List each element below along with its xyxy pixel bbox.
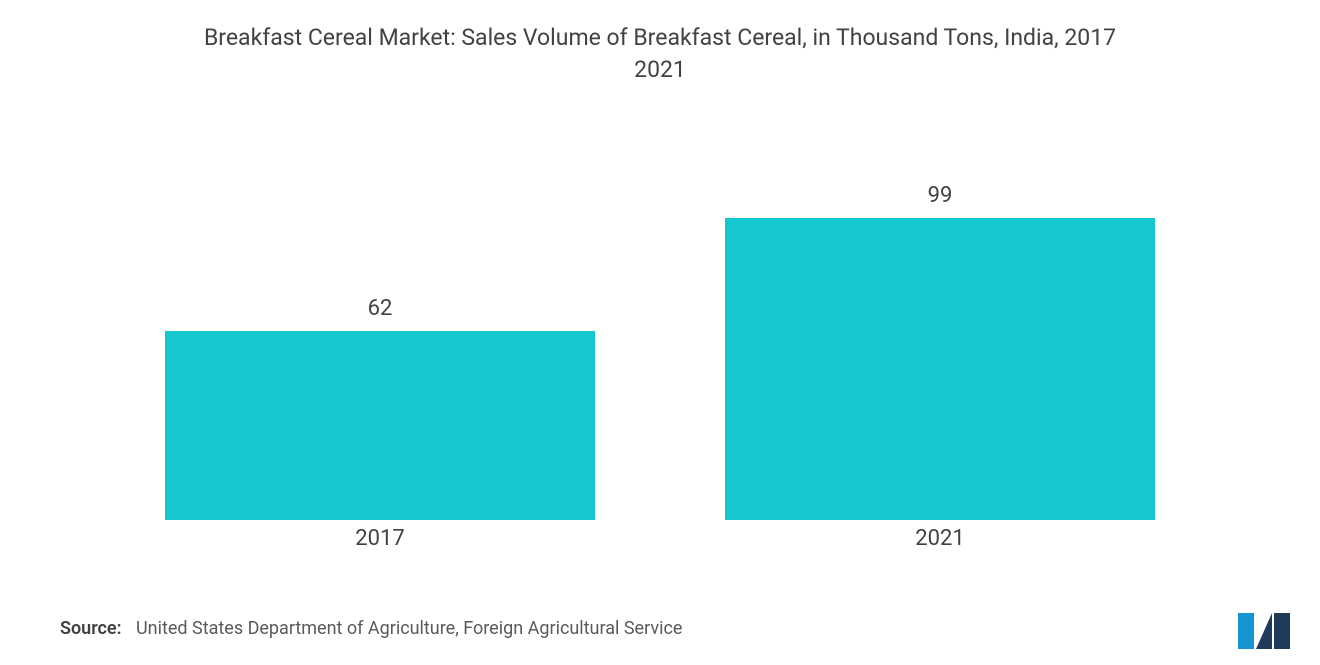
chart-title-line1: Breakfast Cereal Market: Sales Volume of… bbox=[204, 24, 1116, 51]
source-attribution: Source: United States Department of Agri… bbox=[60, 618, 682, 639]
chart-title: Breakfast Cereal Market: Sales Volume of… bbox=[0, 0, 1320, 86]
chart-plot-area: 62 99 bbox=[100, 140, 1220, 520]
bar bbox=[725, 218, 1155, 520]
chart-x-axis: 20172021 bbox=[100, 526, 1220, 551]
bar-value-label: 62 bbox=[368, 296, 393, 321]
bar-group: 62 bbox=[100, 140, 660, 520]
logo-bar-1 bbox=[1238, 613, 1254, 649]
logo-bar-3 bbox=[1274, 613, 1290, 649]
bar-group: 99 bbox=[660, 140, 1220, 520]
source-text: United States Department of Agriculture,… bbox=[136, 618, 682, 639]
chart-title-line2: 2021 bbox=[634, 56, 686, 83]
brand-logo bbox=[1236, 611, 1294, 651]
x-axis-label: 2021 bbox=[660, 526, 1220, 551]
x-axis-label: 2017 bbox=[100, 526, 660, 551]
bar bbox=[165, 331, 595, 520]
logo-bar-2 bbox=[1256, 613, 1272, 649]
bar-value-label: 99 bbox=[928, 183, 953, 208]
source-label: Source: bbox=[60, 618, 122, 639]
